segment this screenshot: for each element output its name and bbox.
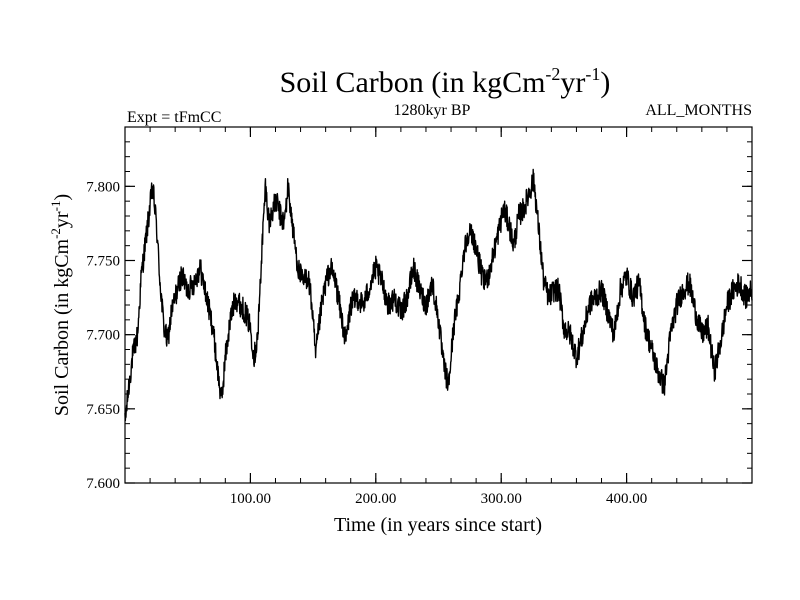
axis-ticks: 100.00 200.00 300.00 400.00 7.600 7.650 7.700 7… xyxy=(86,127,752,507)
months-label: ALL_MONTHS xyxy=(645,102,752,119)
y-axis-label-main: Soil Carbon (in kgCm xyxy=(51,238,73,416)
y-tick-label: 7.750 xyxy=(86,254,120,270)
chart-title-end: ) xyxy=(600,66,610,99)
chart-title-main: Soil Carbon (in kgCm xyxy=(280,66,546,99)
data-series xyxy=(124,168,753,422)
y-tick-label: 7.700 xyxy=(86,328,120,344)
y-axis-label: Soil Carbon (in kgCm-2yr-1) xyxy=(48,194,73,416)
plot-frame xyxy=(124,126,753,484)
y-axis-label-sup1: -2 xyxy=(48,228,63,239)
x-tick-label: 200.00 xyxy=(355,491,396,507)
y-axis-label-sup2: -1 xyxy=(48,201,63,212)
y-axis-label-mid: yr xyxy=(51,211,73,228)
y-tick-label: 7.650 xyxy=(86,402,120,418)
experiment-label: Expt = tFmCC xyxy=(127,109,221,126)
y-tick-label: 7.600 xyxy=(86,476,120,492)
series-line xyxy=(124,168,753,422)
y-tick-label: 7.800 xyxy=(86,179,120,195)
chart-title-sup1: -2 xyxy=(545,64,560,84)
chart-title-sup2: -1 xyxy=(585,64,600,84)
chart-title-mid: yr xyxy=(560,66,585,99)
x-tick-label: 400.00 xyxy=(606,491,647,507)
period-label: 1280kyr BP xyxy=(394,102,471,119)
x-axis-label: Time (in years since start) xyxy=(334,514,542,536)
x-tick-label: 300.00 xyxy=(481,491,522,507)
chart-title: Soil Carbon (in kgCm-2yr-1) xyxy=(280,64,611,99)
y-axis-label-end: ) xyxy=(51,194,73,201)
x-tick-label: 100.00 xyxy=(230,491,271,507)
